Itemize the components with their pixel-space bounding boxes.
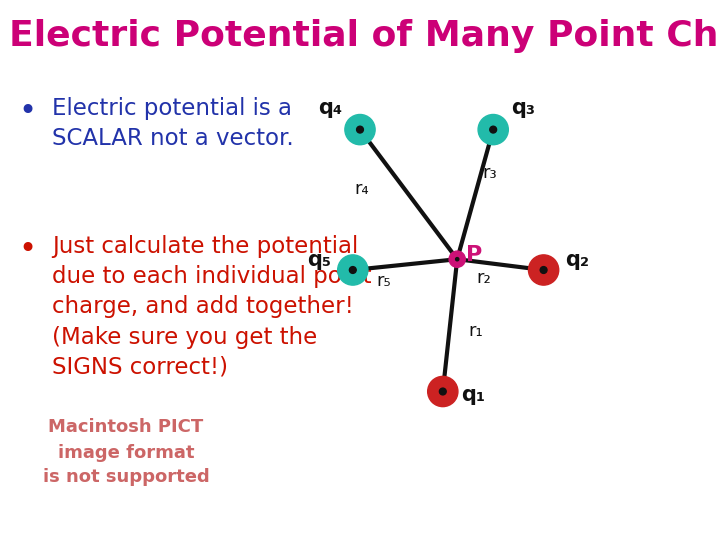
Text: q₅: q₅ — [307, 250, 331, 270]
Text: P: P — [466, 245, 482, 265]
Ellipse shape — [540, 267, 547, 273]
Text: r₅: r₅ — [376, 272, 390, 290]
Ellipse shape — [356, 126, 364, 133]
Text: •: • — [18, 97, 36, 126]
Text: r₄: r₄ — [354, 180, 369, 198]
Ellipse shape — [456, 258, 459, 261]
Ellipse shape — [338, 255, 368, 285]
Ellipse shape — [490, 126, 497, 133]
Ellipse shape — [528, 255, 559, 285]
Text: q₂: q₂ — [565, 250, 589, 270]
Text: r₁: r₁ — [468, 322, 482, 340]
Text: q₁: q₁ — [461, 385, 485, 405]
Text: Just calculate the potential
due to each individual point
charge, and add togeth: Just calculate the potential due to each… — [52, 235, 372, 379]
Text: Electric Potential of Many Point Charges: Electric Potential of Many Point Charges — [9, 19, 720, 53]
Text: q₃: q₃ — [511, 98, 535, 118]
Ellipse shape — [439, 388, 446, 395]
Ellipse shape — [349, 267, 356, 273]
Ellipse shape — [478, 114, 508, 145]
Text: •: • — [18, 235, 36, 264]
Text: q₄: q₄ — [318, 98, 342, 118]
Text: r₂: r₂ — [476, 269, 490, 287]
Ellipse shape — [428, 376, 458, 407]
Ellipse shape — [345, 114, 375, 145]
Text: r₃: r₃ — [482, 164, 497, 182]
Text: Electric potential is a
SCALAR not a vector.: Electric potential is a SCALAR not a vec… — [52, 97, 294, 151]
Text: Macintosh PICT
image format
is not supported: Macintosh PICT image format is not suppo… — [42, 418, 210, 487]
Ellipse shape — [449, 251, 465, 267]
